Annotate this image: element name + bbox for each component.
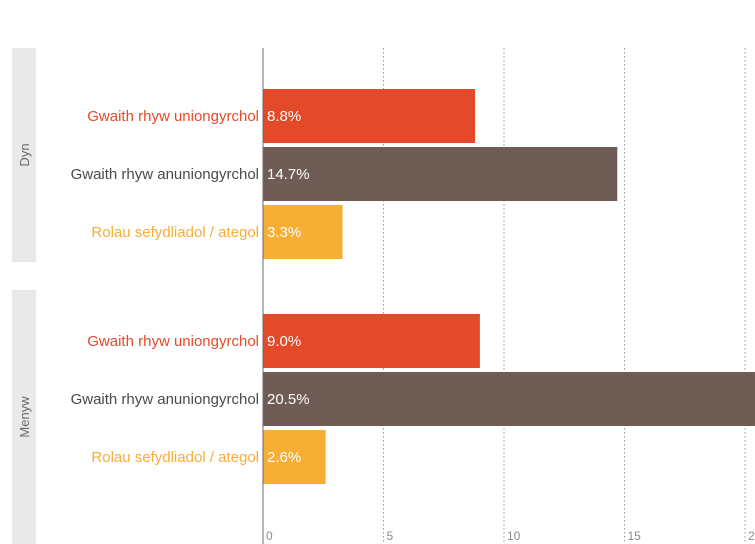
group-band [12, 48, 36, 262]
bar [263, 430, 326, 484]
x-axis-ticks: 0 5 10 15 20 [266, 529, 755, 543]
x-tick-label: 10 [507, 529, 521, 543]
group-bands: Dyn Menyw [12, 48, 36, 544]
x-tick-label: 15 [628, 529, 642, 543]
data-label: 3.3% [267, 224, 301, 241]
category-label: Gwaith rhyw anuniongyrchol [71, 166, 259, 183]
category-labels: Gwaith rhyw uniongyrchol Gwaith rhyw anun… [71, 108, 259, 466]
x-tick-label: 20 [748, 529, 755, 543]
grid-lines [383, 48, 746, 544]
x-tick-label: 5 [387, 529, 394, 543]
group-label: Dyn [17, 143, 32, 166]
data-label: 8.8% [267, 108, 301, 125]
bars: 8.8% 14.7% 3.3% 9.0% 20.5% 2.6% [263, 89, 755, 484]
category-label: Gwaith rhyw uniongyrchol [87, 333, 259, 350]
category-label: Rolau sefydliadol / ategol [91, 224, 259, 241]
bar [263, 89, 476, 143]
category-label: Gwaith rhyw uniongyrchol [87, 108, 259, 125]
data-label: 2.6% [267, 449, 301, 466]
category-label: Rolau sefydliadol / ategol [91, 449, 259, 466]
data-label: 20.5% [267, 391, 310, 408]
x-tick-label: 0 [266, 529, 273, 543]
group-label: Menyw [17, 396, 32, 438]
category-label: Gwaith rhyw anuniongyrchol [71, 391, 259, 408]
data-label: 14.7% [267, 166, 310, 183]
bar [263, 372, 755, 426]
bar [263, 205, 343, 259]
bar [263, 314, 480, 368]
group-band [12, 290, 36, 544]
bar [263, 147, 618, 201]
data-label: 9.0% [267, 333, 301, 350]
